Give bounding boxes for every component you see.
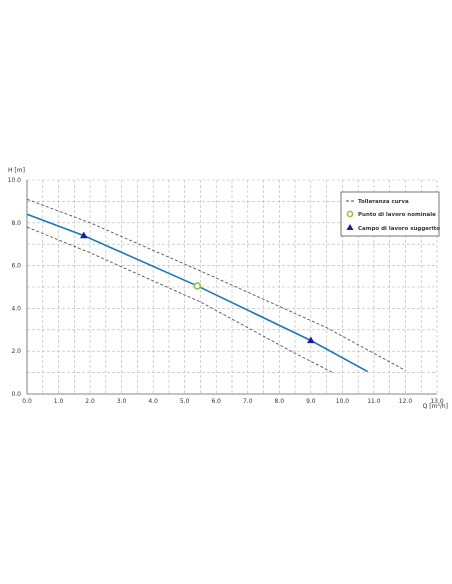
y-tick-label: 4.0 (11, 305, 21, 312)
nominal-operating-point (193, 282, 202, 290)
axes (26, 180, 437, 395)
recommended-range-marker (307, 336, 315, 344)
x-tick-label: 9.0 (306, 398, 316, 405)
x-tick-label: 7.0 (243, 398, 253, 405)
legend-box (340, 191, 440, 237)
x-tick-label: 1.0 (54, 398, 64, 405)
x-axis-label: Q [m³/h] (423, 403, 448, 410)
x-tick-label: 11.0 (367, 398, 381, 405)
legend-label-tolerance: Tolleranza curva (358, 199, 409, 205)
legend-label-nominal-point: Punto di lavoro nominale (358, 212, 436, 218)
y-axis-label: H [m] (8, 167, 25, 174)
x-tick-label: 10.0 (336, 398, 350, 405)
x-tick-label: 0.0 (22, 398, 32, 405)
x-tick-label: 3.0 (117, 398, 127, 405)
x-tick-label: 2.0 (85, 398, 95, 405)
x-tick-labels: 0.0 1.0 2.0 3.0 4.0 5.0 6.0 7.0 8.0 9.0 10.0 11.0 12… (22, 398, 444, 405)
y-tick-label: 8.0 (11, 220, 21, 227)
legend-circle-icon (346, 210, 354, 218)
recommended-range-marker (79, 231, 88, 239)
series-tolerance-upper (26, 198, 406, 371)
x-tick-label: 4.0 (148, 398, 158, 405)
legend: Tolleranza curva Punto di lavoro nominal… (340, 191, 440, 237)
x-tick-label: 13.0 (430, 398, 444, 405)
x-tick-label: 8.0 (275, 398, 285, 405)
y-tick-label: 2.0 (11, 348, 21, 355)
y-tick-label: 6.0 (11, 263, 21, 270)
x-tick-label: 12.0 (399, 398, 413, 405)
legend-triangle-icon (346, 224, 354, 230)
legend-label-suggested-range: Campo di lavoro suggerito (358, 226, 440, 232)
x-tick-label: 6.0 (211, 398, 221, 405)
series-tolerance-lower (26, 226, 334, 374)
x-tick-label: 5.0 (180, 398, 190, 405)
y-tick-labels: 0.0 2.0 4.0 6.0 8.0 10.0 (8, 177, 22, 398)
y-tick-label: 0.0 (11, 391, 21, 398)
markers (79, 231, 315, 344)
y-tick-label: 10.0 (8, 177, 22, 184)
